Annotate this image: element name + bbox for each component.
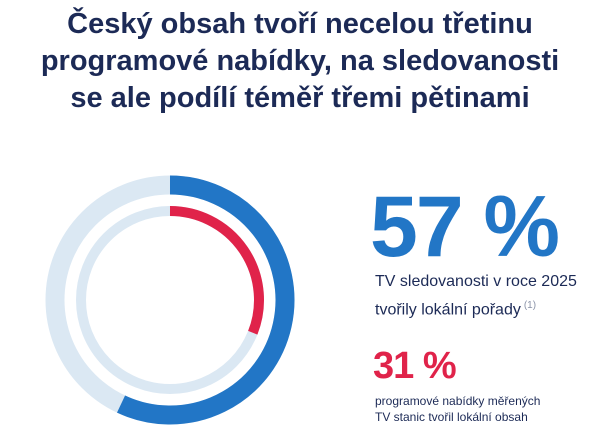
outer-ring-description: TV sledovanosti v roce 2025 tvořily loká… <box>375 270 600 322</box>
description-line: tvořily lokální pořady (1) <box>375 294 600 322</box>
inner-ring-arc <box>169 206 264 335</box>
outer-ring-value: 57 % <box>370 179 560 275</box>
outer-ring-arc <box>117 175 295 425</box>
title-line: Český obsah tvoří necelou třetinu <box>67 8 533 40</box>
description-line: TV stanic tvořil lokální obsah <box>375 410 528 424</box>
description-line: TV sledovanosti v roce 2025 <box>375 273 577 290</box>
donut-chart <box>45 175 295 425</box>
footnote-marker: (1) <box>523 300 537 311</box>
description-line: programové nabídky měřených <box>375 394 541 408</box>
title-line: se ale podílí téměř třemi pětinami <box>70 82 530 114</box>
inner-ring-value: 31 % <box>373 345 457 387</box>
page-title: Český obsah tvoří necelou třetinu progra… <box>0 6 600 117</box>
inner-ring-description: programové nabídky měřených TV stanic tv… <box>375 393 600 425</box>
description-text: tvořily lokální pořady <box>375 301 521 319</box>
title-line: programové nabídky, na sledovanosti <box>40 45 560 77</box>
